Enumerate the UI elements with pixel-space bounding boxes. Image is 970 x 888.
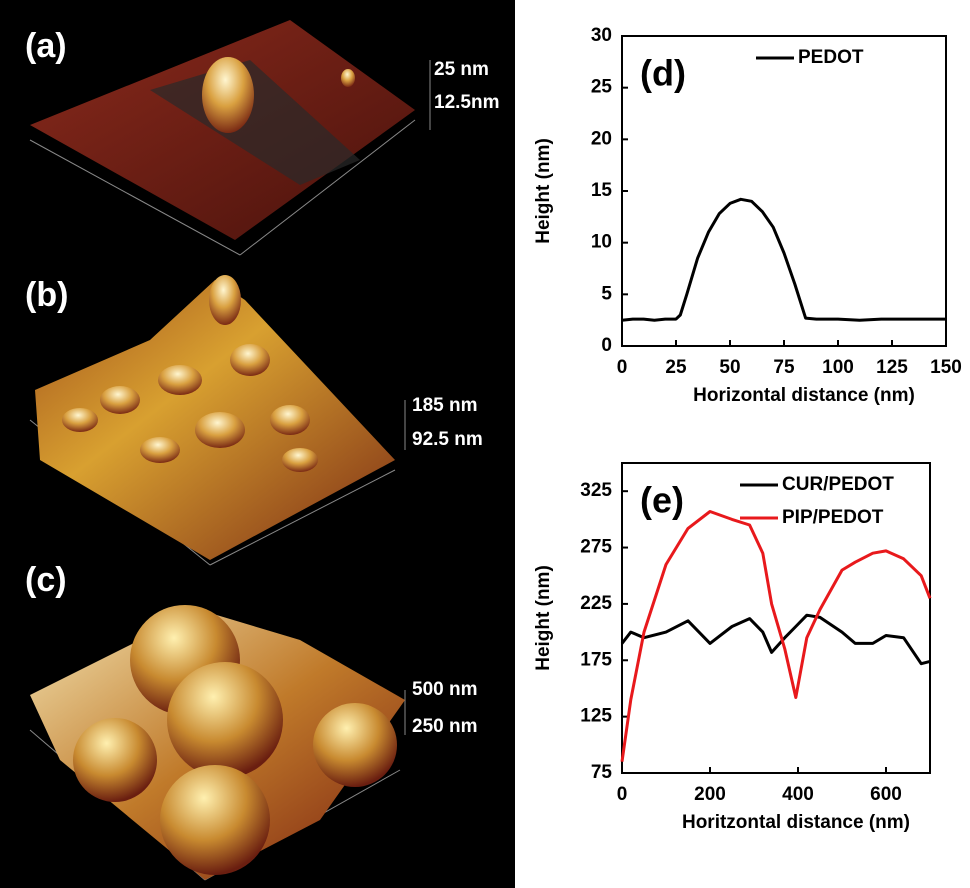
afm-label: (a)	[25, 27, 67, 65]
afm-bump-a2	[341, 69, 355, 87]
x-tick-label: 100	[822, 357, 854, 378]
y-tick-label: 5	[601, 283, 612, 304]
afm-scale-label: 92.5 nm	[412, 429, 483, 450]
y-axis-title: Height (nm)	[533, 565, 554, 671]
x-axis-title: Horizontal distance (nm)	[693, 385, 915, 406]
afm-scale-label: 12.5nm	[434, 92, 499, 113]
afm-scale-label: 500 nm	[412, 679, 477, 700]
afm-label: (c)	[25, 561, 67, 599]
x-tick-label: 125	[876, 357, 908, 378]
page: {"afm_panels": [ {"label": "(a)", "scale…	[0, 0, 970, 888]
legend-label: PIP/PEDOT	[782, 507, 884, 528]
x-tick-label: 25	[665, 357, 687, 378]
afm-label: (b)	[25, 276, 68, 314]
x-tick-label: 0	[617, 357, 628, 378]
y-tick-label: 30	[591, 25, 612, 46]
x-tick-label: 200	[694, 784, 726, 805]
afm-bump-a	[202, 57, 254, 133]
afm-scale-label: 250 nm	[412, 716, 477, 737]
data-line	[622, 199, 946, 320]
legend-label: PEDOT	[798, 47, 864, 68]
y-tick-label: 10	[591, 232, 612, 253]
y-tick-label: 125	[580, 706, 612, 727]
x-tick-label: 400	[782, 784, 814, 805]
legend-label: CUR/PEDOT	[782, 474, 894, 495]
figure: (a) 25 nm 12.5nm (b) 185 nm 92.5 nm (c) …	[0, 0, 970, 888]
panel-label: (e)	[640, 480, 684, 521]
x-tick-label: 50	[719, 357, 740, 378]
x-tick-label: 0	[617, 784, 628, 805]
y-tick-label: 325	[580, 480, 612, 501]
x-tick-label: 75	[773, 357, 795, 378]
afm-scale-label: 185 nm	[412, 395, 477, 416]
panel-label: (d)	[640, 53, 686, 94]
y-tick-label: 225	[580, 593, 612, 614]
y-tick-label: 15	[591, 180, 613, 201]
afm-scale-label: 25 nm	[434, 59, 489, 80]
y-tick-label: 0	[601, 335, 612, 356]
y-tick-label: 75	[591, 762, 613, 783]
y-tick-label: 20	[591, 128, 612, 149]
y-tick-label: 25	[591, 77, 613, 98]
y-tick-label: 175	[580, 649, 612, 670]
y-tick-label: 275	[580, 537, 612, 558]
x-axis-title: Horitzontal distance (nm)	[682, 812, 910, 833]
x-tick-label: 150	[930, 357, 962, 378]
x-tick-label: 600	[870, 784, 902, 805]
y-axis-title: Height (nm)	[533, 138, 554, 244]
